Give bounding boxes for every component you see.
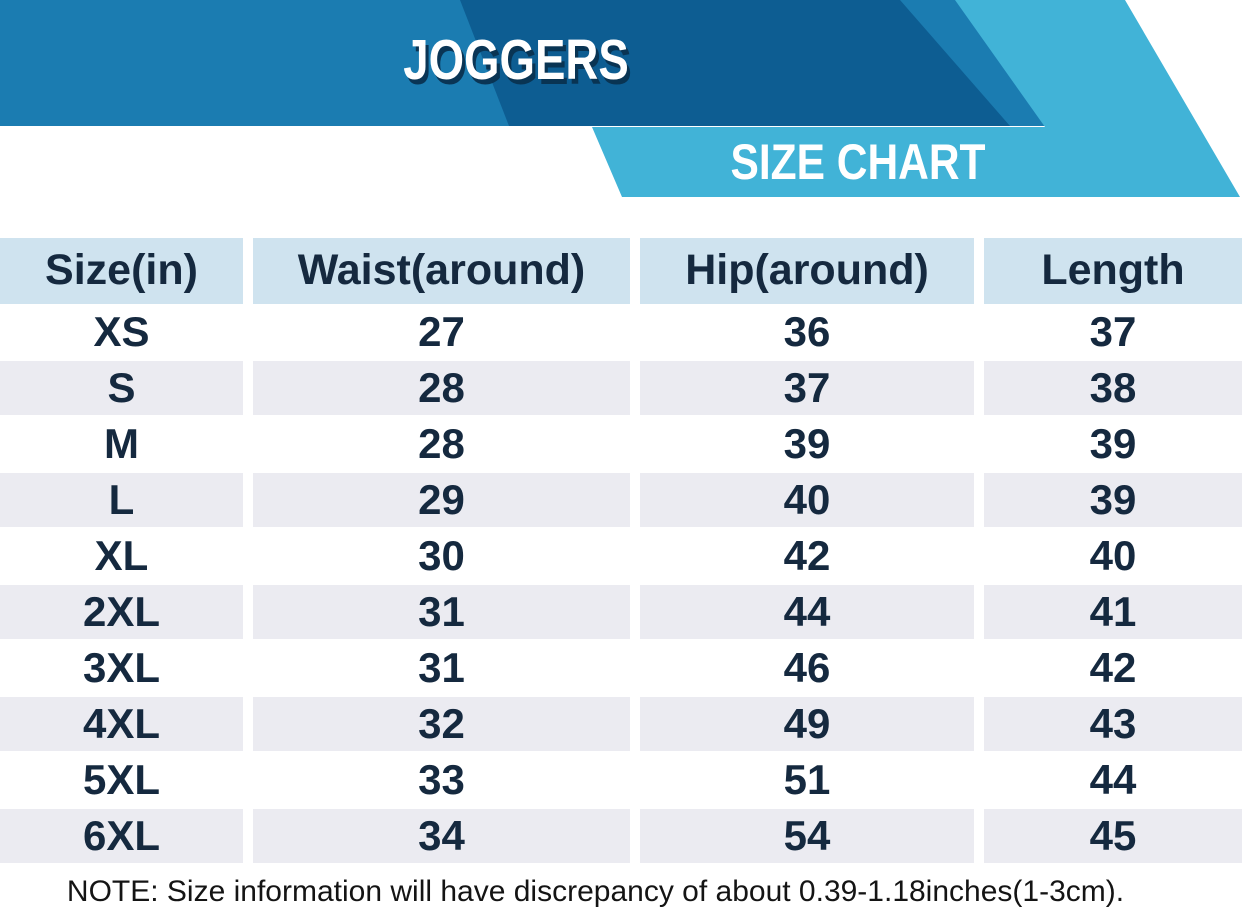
row-size-label: S <box>0 360 243 416</box>
table-cell: 32 <box>253 696 630 752</box>
row-size-label: 3XL <box>0 640 243 696</box>
row-size-label: 5XL <box>0 752 243 808</box>
table-cell: 40 <box>984 528 1242 584</box>
table-cell: 51 <box>640 752 974 808</box>
table-cell: 30 <box>253 528 630 584</box>
table-cell: 43 <box>984 696 1242 752</box>
table-cell: 44 <box>640 584 974 640</box>
size-chart-title: SIZE CHART <box>730 134 986 190</box>
table-cell: 42 <box>640 528 974 584</box>
table-cell: 39 <box>984 416 1242 472</box>
table-cell: 39 <box>640 416 974 472</box>
table-cell: 29 <box>253 472 630 528</box>
row-size-label: XL <box>0 528 243 584</box>
table-cell: 28 <box>253 360 630 416</box>
size-note: NOTE: Size information will have discrep… <box>66 875 1125 908</box>
table-cell: 33 <box>253 752 630 808</box>
banner-shape-light <box>592 0 1240 197</box>
column-header-length: Length <box>984 238 1242 304</box>
column-header-waist: Waist(around) <box>253 238 630 304</box>
row-size-label: 4XL <box>0 696 243 752</box>
table-cell: 37 <box>984 304 1242 360</box>
table-cell: 45 <box>984 808 1242 864</box>
table-cell: 38 <box>984 360 1242 416</box>
header-banner <box>0 0 1240 197</box>
table-cell: 40 <box>640 472 974 528</box>
table-cell: 46 <box>640 640 974 696</box>
column-header-hip: Hip(around) <box>640 238 974 304</box>
table-cell: 34 <box>253 808 630 864</box>
table-cell: 41 <box>984 584 1242 640</box>
column-header-size: Size(in) <box>0 238 243 304</box>
row-size-label: M <box>0 416 243 472</box>
row-size-label: 2XL <box>0 584 243 640</box>
table-cell: 28 <box>253 416 630 472</box>
banner-shape-dark <box>460 0 1010 126</box>
row-size-label: L <box>0 472 243 528</box>
table-cell: 54 <box>640 808 974 864</box>
table-cell: 39 <box>984 472 1242 528</box>
product-title: JOGGERS <box>403 28 629 92</box>
size-table: Size(in) Waist(around) Hip(around) Lengt… <box>0 238 1242 864</box>
table-cell: 37 <box>640 360 974 416</box>
table-cell: 31 <box>253 640 630 696</box>
table-cell: 27 <box>253 304 630 360</box>
table-cell: 36 <box>640 304 974 360</box>
row-size-label: XS <box>0 304 243 360</box>
table-cell: 44 <box>984 752 1242 808</box>
table-cell: 31 <box>253 584 630 640</box>
table-cell: 42 <box>984 640 1242 696</box>
row-size-label: 6XL <box>0 808 243 864</box>
table-cell: 49 <box>640 696 974 752</box>
